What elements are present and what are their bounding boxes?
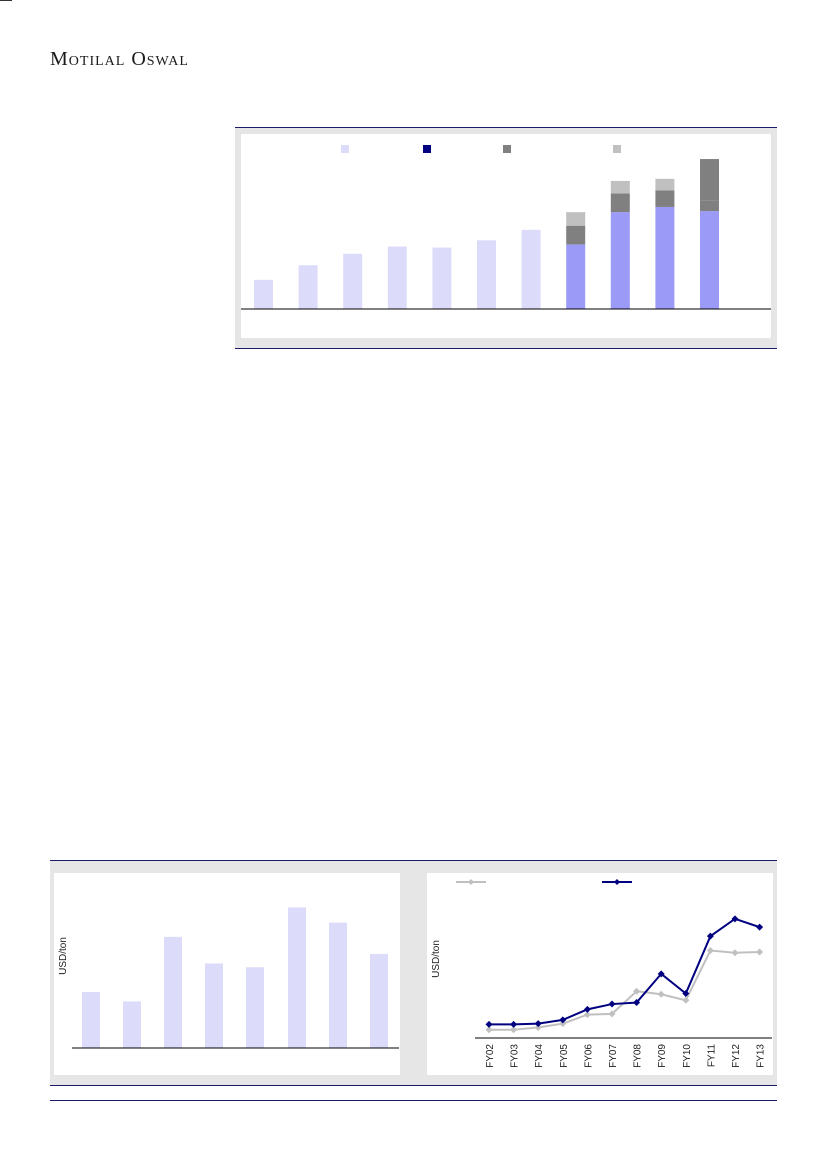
legend-swatch bbox=[423, 145, 431, 153]
data-point bbox=[534, 1023, 542, 1031]
data-point bbox=[608, 1000, 616, 1008]
legend-swatch bbox=[341, 145, 349, 153]
bar-segment bbox=[610, 180, 630, 194]
legend-swatch bbox=[613, 145, 621, 153]
bar bbox=[370, 953, 388, 1048]
x-tick-label: FY11 bbox=[706, 1044, 717, 1068]
data-point bbox=[559, 1020, 567, 1028]
data-point bbox=[756, 948, 764, 956]
y-axis-label: USD/ton bbox=[431, 940, 442, 978]
data-point bbox=[731, 915, 739, 923]
bar-segment bbox=[566, 244, 586, 309]
bar-segment bbox=[655, 190, 675, 207]
bar bbox=[123, 1001, 141, 1048]
series-line bbox=[489, 917, 760, 1026]
bottom-charts-panel: USD/ton USD/ton FY02 FY03 FY04 FY05 FY06 FY07 FY… bbox=[50, 860, 777, 1086]
top-chart-panel bbox=[235, 127, 777, 349]
data-point bbox=[657, 970, 665, 978]
stacked-bar-chart bbox=[241, 134, 771, 338]
legend-marker bbox=[614, 879, 620, 885]
data-point bbox=[485, 1026, 493, 1034]
bar-segment bbox=[521, 229, 541, 309]
data-point bbox=[510, 1026, 518, 1034]
bar-segment bbox=[655, 206, 675, 309]
data-point bbox=[559, 1016, 567, 1024]
data-point bbox=[510, 1020, 518, 1028]
footer-rule bbox=[50, 1100, 777, 1101]
bar bbox=[205, 963, 223, 1048]
data-point bbox=[706, 947, 714, 955]
bar-segment bbox=[387, 246, 407, 309]
data-point bbox=[485, 1020, 493, 1028]
x-tick-label: FY07 bbox=[608, 1044, 619, 1068]
bar-segment bbox=[343, 253, 363, 309]
bar-segment bbox=[254, 279, 273, 309]
bar-segment bbox=[298, 265, 318, 309]
data-point bbox=[731, 949, 739, 957]
x-tick-label: FY05 bbox=[559, 1044, 570, 1068]
y-axis-label: USD/ton bbox=[58, 937, 69, 975]
data-point bbox=[657, 990, 665, 998]
plot-area-right bbox=[427, 873, 773, 1075]
bar-segment bbox=[566, 212, 586, 226]
plot-area-left bbox=[54, 873, 400, 1075]
x-tick-label: FY03 bbox=[510, 1044, 521, 1068]
data-point bbox=[633, 999, 641, 1007]
corner-rule bbox=[0, 0, 12, 1]
bar bbox=[164, 936, 182, 1048]
brand-logo: Motilal Oswal bbox=[50, 48, 189, 70]
data-point bbox=[534, 1020, 542, 1028]
x-tick-label: FY02 bbox=[485, 1044, 496, 1068]
bar-segment bbox=[477, 240, 496, 309]
data-point bbox=[608, 1010, 616, 1018]
plot-area bbox=[241, 134, 771, 338]
bar bbox=[82, 991, 100, 1048]
x-tick-label: FY09 bbox=[657, 1044, 668, 1068]
data-point bbox=[583, 1005, 591, 1013]
bar bbox=[329, 922, 347, 1048]
bar-segment bbox=[655, 178, 675, 191]
bar-segment bbox=[432, 247, 452, 309]
bar-segment bbox=[610, 212, 630, 309]
x-tick-label: FY12 bbox=[731, 1044, 742, 1068]
data-point bbox=[756, 923, 764, 931]
x-tick-label: FY08 bbox=[633, 1044, 644, 1068]
x-tick-label: FY04 bbox=[534, 1044, 545, 1068]
bar-chart-usd-ton: USD/ton USD/ton FY02 FY03 FY04 FY05 FY06 FY07 FY… bbox=[54, 873, 773, 1075]
x-tick-label: FY06 bbox=[583, 1044, 594, 1068]
data-point bbox=[706, 932, 714, 940]
data-point bbox=[682, 989, 690, 997]
legend-swatch bbox=[503, 145, 511, 153]
data-point bbox=[633, 987, 641, 995]
bar-segment bbox=[700, 211, 719, 309]
bar-segment bbox=[700, 159, 719, 201]
x-tick-label: FY10 bbox=[682, 1044, 693, 1068]
bar-segment bbox=[566, 225, 586, 245]
bar-segment bbox=[700, 200, 719, 212]
data-point bbox=[682, 996, 690, 1004]
x-tick-label: FY13 bbox=[756, 1044, 767, 1068]
bar bbox=[288, 907, 306, 1048]
bar-segment bbox=[610, 193, 630, 213]
data-point bbox=[583, 1011, 591, 1019]
legend-marker bbox=[468, 879, 474, 885]
bar bbox=[246, 967, 264, 1048]
